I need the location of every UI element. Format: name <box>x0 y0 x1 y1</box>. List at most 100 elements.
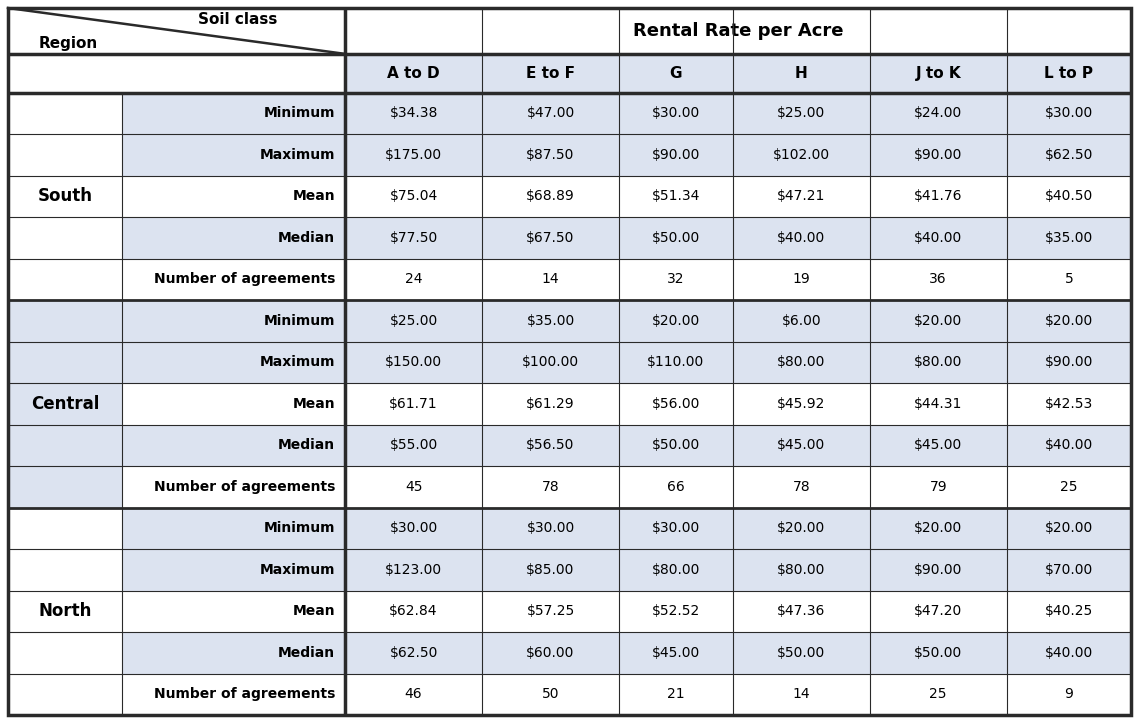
Text: 24: 24 <box>404 273 423 286</box>
Bar <box>122 549 345 591</box>
Text: Number of agreements: Number of agreements <box>154 480 335 494</box>
Text: $20.00: $20.00 <box>652 314 700 328</box>
Bar <box>732 54 870 93</box>
Bar <box>345 674 482 715</box>
Bar <box>1007 674 1131 715</box>
Bar <box>870 632 1007 674</box>
Bar <box>122 508 345 549</box>
Bar <box>618 466 732 508</box>
Bar <box>8 54 345 93</box>
Text: Soil class: Soil class <box>197 12 277 27</box>
Text: $61.71: $61.71 <box>390 397 437 411</box>
Text: $87.50: $87.50 <box>526 148 575 162</box>
Bar <box>345 134 482 176</box>
Bar <box>482 54 618 93</box>
Bar <box>870 466 1007 508</box>
Bar <box>345 591 482 632</box>
Bar <box>618 342 732 383</box>
Text: Mean: Mean <box>293 397 335 411</box>
Text: J to K: J to K <box>916 66 961 81</box>
Text: $42.53: $42.53 <box>1044 397 1093 411</box>
Text: $25.00: $25.00 <box>390 314 437 328</box>
Text: $47.21: $47.21 <box>777 189 826 203</box>
Text: $123.00: $123.00 <box>385 562 442 577</box>
Bar <box>1007 259 1131 300</box>
Bar <box>8 93 122 300</box>
Text: $56.50: $56.50 <box>526 438 575 453</box>
Text: 46: 46 <box>404 688 423 701</box>
Text: $56.00: $56.00 <box>652 397 700 411</box>
Text: Median: Median <box>278 646 335 660</box>
Text: $20.00: $20.00 <box>1044 314 1093 328</box>
Bar <box>618 508 732 549</box>
Text: $55.00: $55.00 <box>390 438 437 453</box>
Text: $67.50: $67.50 <box>526 231 575 245</box>
Text: $80.00: $80.00 <box>652 562 700 577</box>
Bar <box>1007 466 1131 508</box>
Bar <box>1007 300 1131 342</box>
Text: 79: 79 <box>929 480 947 494</box>
Bar <box>1007 632 1131 674</box>
Bar <box>1007 93 1131 134</box>
Bar <box>870 508 1007 549</box>
Text: 50: 50 <box>542 688 559 701</box>
Text: $47.00: $47.00 <box>526 106 575 121</box>
Bar <box>732 591 870 632</box>
Bar <box>122 383 345 424</box>
Text: $70.00: $70.00 <box>1044 562 1093 577</box>
Text: $50.00: $50.00 <box>915 646 962 660</box>
Bar <box>122 632 345 674</box>
Text: Region: Region <box>39 36 98 51</box>
Bar <box>1007 342 1131 383</box>
Text: 5: 5 <box>1065 273 1073 286</box>
Bar <box>732 632 870 674</box>
Bar <box>482 217 618 259</box>
Bar <box>618 300 732 342</box>
Text: Mean: Mean <box>293 604 335 618</box>
Text: $150.00: $150.00 <box>385 356 442 369</box>
Bar <box>345 8 1131 54</box>
Text: $41.76: $41.76 <box>913 189 962 203</box>
Bar <box>732 93 870 134</box>
Bar <box>618 93 732 134</box>
Bar <box>870 176 1007 217</box>
Bar <box>8 508 122 715</box>
Bar <box>122 424 345 466</box>
Bar <box>732 134 870 176</box>
Text: $62.50: $62.50 <box>1044 148 1093 162</box>
Bar <box>345 259 482 300</box>
Text: $61.29: $61.29 <box>526 397 575 411</box>
Bar <box>1007 508 1131 549</box>
Text: $40.00: $40.00 <box>915 231 962 245</box>
Text: $90.00: $90.00 <box>652 148 700 162</box>
Bar <box>345 632 482 674</box>
Text: 9: 9 <box>1065 688 1073 701</box>
Text: $50.00: $50.00 <box>652 438 700 453</box>
Bar <box>732 674 870 715</box>
Text: $50.00: $50.00 <box>652 231 700 245</box>
Bar <box>122 176 345 217</box>
Text: $175.00: $175.00 <box>385 148 442 162</box>
Bar <box>618 674 732 715</box>
Text: $52.52: $52.52 <box>652 604 700 618</box>
Text: Central: Central <box>31 395 99 413</box>
Bar <box>122 93 345 134</box>
Text: $6.00: $6.00 <box>781 314 821 328</box>
Bar <box>482 549 618 591</box>
Bar <box>345 176 482 217</box>
Bar <box>122 300 345 342</box>
Text: $40.00: $40.00 <box>1044 438 1093 453</box>
Text: $30.00: $30.00 <box>652 521 700 535</box>
Bar <box>870 300 1007 342</box>
Text: 78: 78 <box>793 480 810 494</box>
Text: $30.00: $30.00 <box>390 521 437 535</box>
Text: $45.00: $45.00 <box>652 646 700 660</box>
Bar <box>618 632 732 674</box>
Text: $25.00: $25.00 <box>777 106 826 121</box>
Text: 14: 14 <box>542 273 559 286</box>
Text: 78: 78 <box>542 480 559 494</box>
Text: L to P: L to P <box>1044 66 1093 81</box>
Bar <box>122 466 345 508</box>
Bar <box>345 549 482 591</box>
Bar <box>345 342 482 383</box>
